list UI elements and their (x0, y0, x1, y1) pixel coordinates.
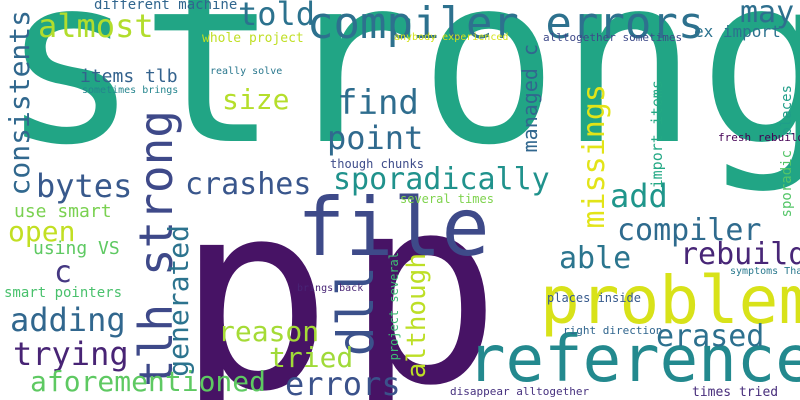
word-really-solve: really solve (210, 66, 283, 77)
word-aforementioned: aforementioned (30, 365, 267, 398)
word-right-direction: right direction (563, 324, 663, 337)
word-erased: erased (656, 319, 765, 354)
word-file: file (297, 181, 490, 274)
word-compiler-errors: compiler errors (307, 0, 705, 49)
word-strong-main: strong (0, 0, 800, 196)
word-able: able (559, 241, 632, 276)
word-sporadic: sporadic (779, 150, 795, 218)
word-disappear-alltogether: disappear alltogether (450, 385, 590, 398)
word-p-big1: p (176, 147, 333, 400)
word-items-tlb: items tlb (80, 66, 178, 87)
word-compiler: compiler (617, 213, 762, 248)
word-missings: missings (577, 84, 612, 229)
word-generated: generated (162, 225, 195, 377)
word-symptoms-thank: symptoms Thank (730, 266, 800, 277)
word-fresh-rebuild: fresh rebuild (718, 131, 800, 144)
word-adding: adding (10, 301, 126, 339)
word-almost: almost (38, 7, 154, 45)
word-reason: reason (218, 315, 320, 348)
word-p-big2: p (345, 141, 502, 400)
word-problem: problem (540, 262, 800, 339)
word-trying: trying (13, 335, 129, 373)
word-though-chunks: though chunks (330, 157, 424, 171)
word-reference: reference (467, 323, 800, 397)
word-may: may (740, 0, 795, 30)
word-open: open (8, 215, 76, 248)
word-errors: errors (285, 365, 401, 400)
word-using-vs: using VS (33, 238, 120, 259)
word-sporadically: sporadically (333, 162, 550, 197)
word-places-inside: places inside (547, 291, 641, 305)
word-whole-project: whole project (202, 31, 304, 46)
word-add: add (610, 177, 668, 215)
word-times-tried: times tried (692, 385, 779, 400)
word-import-items: import items (648, 80, 666, 189)
word-several-times: several times (400, 192, 494, 206)
word-smart-pointers: smart pointers (4, 285, 123, 301)
word-places: places (779, 85, 795, 136)
word-alltogether-sometimes: alltogether sometimes (543, 31, 683, 44)
word-rebuild: rebuild (680, 237, 800, 272)
word-crashes: crashes (185, 167, 312, 202)
word-point: point (327, 119, 424, 157)
word-bytes: bytes (36, 167, 133, 205)
word-sometimes-brings: sometimes brings (82, 85, 179, 96)
word-although: although (402, 253, 432, 379)
word-managed-c: managed c (518, 44, 542, 153)
word-c: c (54, 255, 73, 290)
word-tried: tried (269, 341, 354, 374)
word-use-smart: use smart (14, 201, 112, 222)
word-ex-import: ex import (694, 22, 781, 41)
word-brings-back: brings back (297, 283, 364, 294)
word-consistents: consistents (3, 10, 36, 196)
word-anybody-experienced: anybody experienced (394, 32, 509, 43)
word-told: told (238, 0, 316, 33)
word-size: size (222, 83, 290, 116)
word-find: find (337, 83, 419, 123)
word-project-several: project several (387, 252, 401, 361)
word-different-machine: different machine (94, 0, 238, 13)
